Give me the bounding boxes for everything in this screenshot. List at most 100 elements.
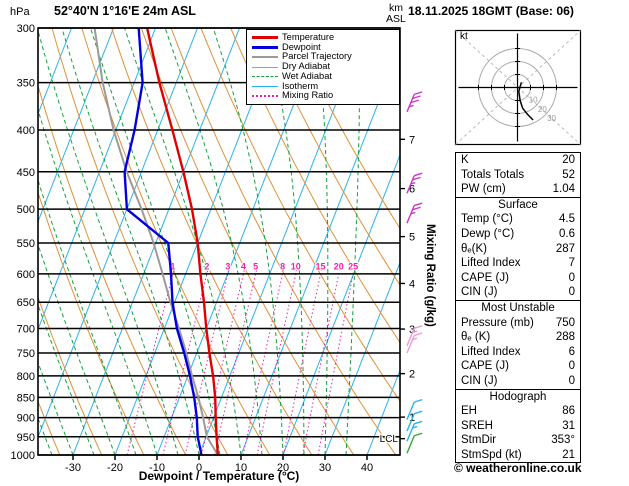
pressure-tick-label: 700 <box>17 324 35 336</box>
stat-value: 353° <box>551 434 575 447</box>
pressure-tick-label: 450 <box>17 167 35 179</box>
altitude-axis-unit-asl: ASL <box>386 13 406 25</box>
stat-row: SREH 31 <box>456 419 580 434</box>
temp-tick-label: 40 <box>361 462 373 474</box>
km-tick-label: 6 <box>409 184 415 196</box>
wet-adiabat-line <box>90 28 221 455</box>
lcl-label: LCL <box>380 434 399 445</box>
legend-label: Mixing Ratio <box>282 90 334 101</box>
stat-value: 6 <box>568 345 575 358</box>
stat-row: Pressure (mb) 750 <box>456 316 580 331</box>
dry-adiabat-line <box>260 28 400 287</box>
hodograph-trace <box>518 82 534 121</box>
pressure-tick-label: 650 <box>17 297 35 309</box>
stat-label: CIN (J) <box>461 286 498 299</box>
stats-section-indices: K 20 Totals Totals 52 PW (cm) 1.04 <box>455 152 581 198</box>
pressure-tick-label: 600 <box>17 269 35 281</box>
plot-frame <box>37 27 401 456</box>
pressure-tick-label: 550 <box>17 238 35 250</box>
isotherm-line <box>282 153 400 455</box>
legend-line-sample <box>252 76 278 78</box>
temperature-curve <box>145 28 220 455</box>
stat-value: 21 <box>562 448 575 461</box>
stat-row: CIN (J) 0 <box>456 285 580 300</box>
temp-tick-label: 0 <box>196 462 202 474</box>
temperature-axis-label: Dewpoint / Temperature (°C) <box>138 469 300 483</box>
isotherm-line <box>38 28 114 224</box>
stats-panel: K 20 Totals Totals 52 PW (cm) 1.04 Surface Temp… <box>455 152 581 464</box>
legend-row: Isotherm <box>252 81 394 92</box>
isotherm-line <box>38 28 198 439</box>
wet-adiabat-line <box>164 28 263 455</box>
dry-adiabat-line <box>289 28 400 230</box>
pressure-tick-label: 1000 <box>11 450 35 462</box>
legend-line-sample <box>252 95 278 98</box>
mixing-ratio-line <box>283 268 323 455</box>
mixing-ratio-label: 1 <box>170 261 175 271</box>
wet-adiabat-line <box>38 178 137 455</box>
temp-tick-label: 30 <box>319 462 331 474</box>
stat-value: 86 <box>562 405 575 418</box>
mixing-ratio-label: 8 <box>280 261 285 271</box>
km-tick-label: 4 <box>409 278 415 290</box>
stat-value: 0.6 <box>559 227 575 240</box>
stat-row: Temp (°C) 4.5 <box>456 212 580 227</box>
wet-adiabat-line <box>345 28 361 455</box>
stat-label: Dewp (°C) <box>461 227 515 240</box>
legend-row: Parcel Trajectory <box>252 52 394 62</box>
stat-label: θₑ (K) <box>461 331 491 344</box>
datetime-title: 18.11.2025 18GMT (Base: 06) <box>408 4 574 18</box>
isotherm-line <box>38 28 156 331</box>
isotherm-line <box>72 28 240 455</box>
pressure-tick-label: 750 <box>17 348 35 360</box>
temp-tick-label: -10 <box>149 462 165 474</box>
legend-row: Dry Adiabat <box>252 62 394 72</box>
wind-barb <box>406 410 423 432</box>
stat-row: CAPE (J) 0 <box>456 359 580 374</box>
stats-section-title: Surface <box>498 198 538 211</box>
legend-row: Mixing Ratio <box>252 91 394 101</box>
stat-value: 750 <box>555 316 575 329</box>
legend-row: Dewpoint <box>252 41 394 53</box>
stat-value: 1.04 <box>552 183 575 196</box>
stat-value: 288 <box>555 331 575 344</box>
km-tick-label: 7 <box>409 134 415 146</box>
dry-adiabat-line <box>38 399 61 455</box>
pressure-tick-label: 500 <box>17 204 35 216</box>
stat-label: Pressure (mb) <box>461 316 534 329</box>
legend-line-sample <box>252 66 278 68</box>
mixing-ratio-label: 15 <box>316 261 326 271</box>
stats-section-hodograph: Hodograph EH 86 SREH 31 StmDir 353° StmSpd (kt)… <box>455 388 581 464</box>
stat-label: SREH <box>461 419 493 432</box>
stat-row: Lifted Index 6 <box>456 345 580 360</box>
stat-label: StmDir <box>461 434 497 447</box>
hodograph-ring-label: 20 <box>538 105 547 114</box>
mixing-ratio-label: 25 <box>348 261 358 271</box>
stat-value: 7 <box>568 257 575 270</box>
altitude-axis-unit-km: km <box>389 2 403 14</box>
stat-row: StmSpd (kt) 21 <box>456 448 580 463</box>
temp-tick-label: -30 <box>65 462 81 474</box>
wind-barb <box>406 332 423 354</box>
hodograph-unit-label: kt <box>460 31 468 42</box>
stat-label: Lifted Index <box>461 345 521 358</box>
wind-barb <box>406 91 423 113</box>
stat-value: 0 <box>568 286 575 299</box>
hodograph-ring-label: 10 <box>529 96 538 105</box>
wind-barb <box>406 420 423 442</box>
km-tick-label: 2 <box>409 369 415 381</box>
pressure-tick-label: 900 <box>17 413 35 425</box>
isotherm-line <box>366 369 400 455</box>
stat-row: Totals Totals 52 <box>456 168 580 183</box>
wet-adiabat-line <box>265 28 305 455</box>
isotherm-line <box>324 261 400 455</box>
stat-row: PW (cm) 1.04 <box>456 182 580 197</box>
legend-label: Dewpoint <box>282 41 321 52</box>
stat-label: EH <box>461 405 477 418</box>
temp-tick-label: 20 <box>277 462 289 474</box>
mixing-ratio-axis-label: Mixing Ratio (g/kg) <box>424 224 436 327</box>
pressure-tick-label: 300 <box>17 23 35 35</box>
wind-barb <box>406 398 423 420</box>
wet-adiabat-line <box>38 108 158 455</box>
stat-row: CIN (J) 0 <box>456 374 580 389</box>
